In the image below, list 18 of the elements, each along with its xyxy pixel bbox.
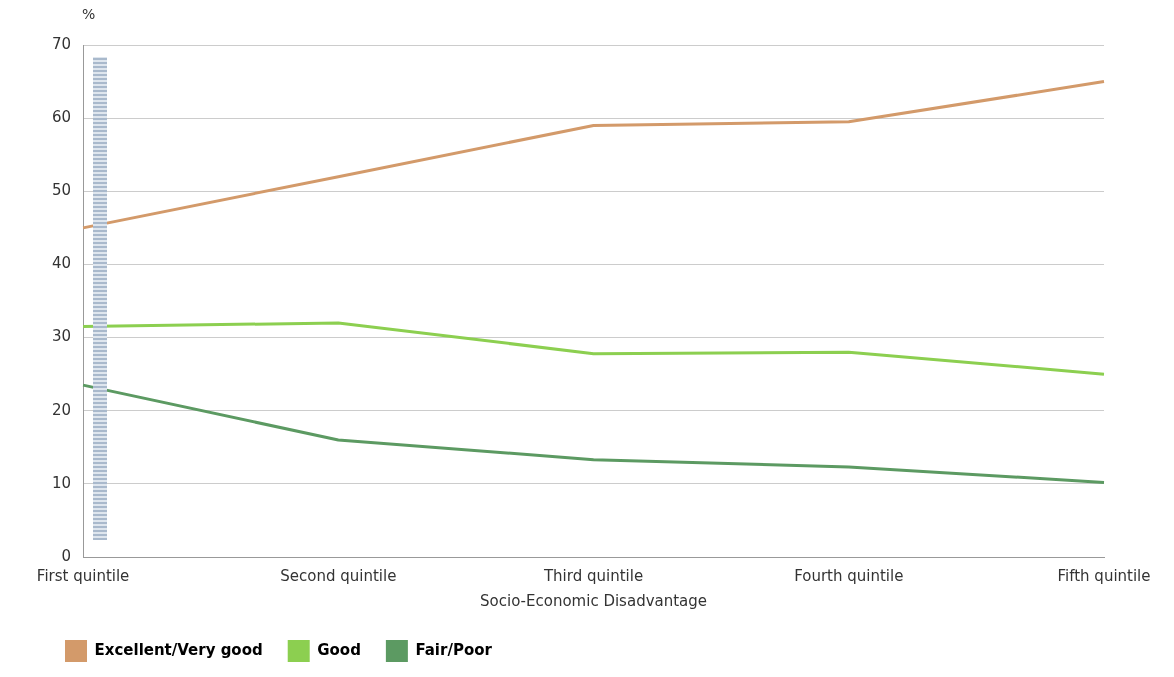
y-tick-label: 40 (51, 254, 72, 273)
y-tick-label: 50 (51, 181, 72, 200)
x-axis-title: Socio-Economic Disadvantage (480, 591, 708, 610)
y-axis-title: % (82, 6, 96, 22)
x-tick-label: Fourth quintile (794, 566, 904, 585)
y-tick-label: 60 (51, 108, 72, 127)
legend-label: Excellent/Very good (94, 640, 263, 659)
x-tick-label: Third quintile (542, 566, 644, 585)
y-tick-label: 30 (51, 327, 72, 346)
y-tick-label: 10 (51, 473, 72, 492)
y-tick-label: 20 (51, 400, 72, 419)
x-tick-label: First quintile (36, 566, 130, 585)
y-tick-label: 0 (61, 546, 72, 565)
legend-label: Fair/Poor (415, 640, 493, 659)
x-tick-label: Second quintile (280, 566, 397, 585)
y-tick-label: 70 (51, 34, 72, 53)
legend-label: Good (317, 640, 361, 659)
x-tick-label: Fifth quintile (1057, 566, 1151, 585)
